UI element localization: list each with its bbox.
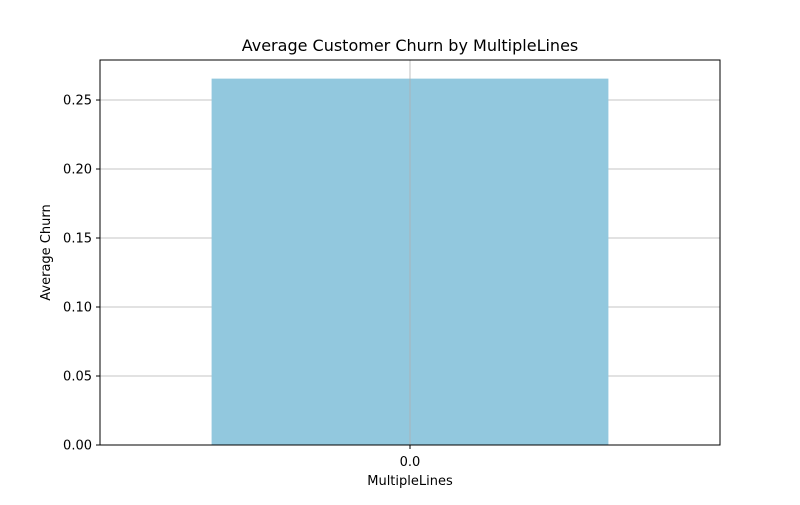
x-tick-label: 0.0	[400, 455, 421, 470]
y-tick-label: 0.05	[63, 370, 92, 385]
y-tick-label: 0.10	[63, 301, 92, 316]
y-axis-label: Average Churn	[39, 204, 54, 300]
y-tick-label: 0.20	[63, 163, 92, 178]
x-axis-label: MultipleLines	[367, 474, 453, 489]
x-axis-ticks: 0.0	[400, 445, 421, 470]
y-tick-label: 0.15	[63, 232, 92, 247]
y-axis-ticks: 0.00 0.05 0.10 0.15 0.20 0.25	[63, 94, 100, 454]
y-tick-label: 0.00	[63, 439, 92, 454]
chart-title: Average Customer Churn by MultipleLines	[242, 36, 579, 55]
y-tick-label: 0.25	[63, 94, 92, 109]
